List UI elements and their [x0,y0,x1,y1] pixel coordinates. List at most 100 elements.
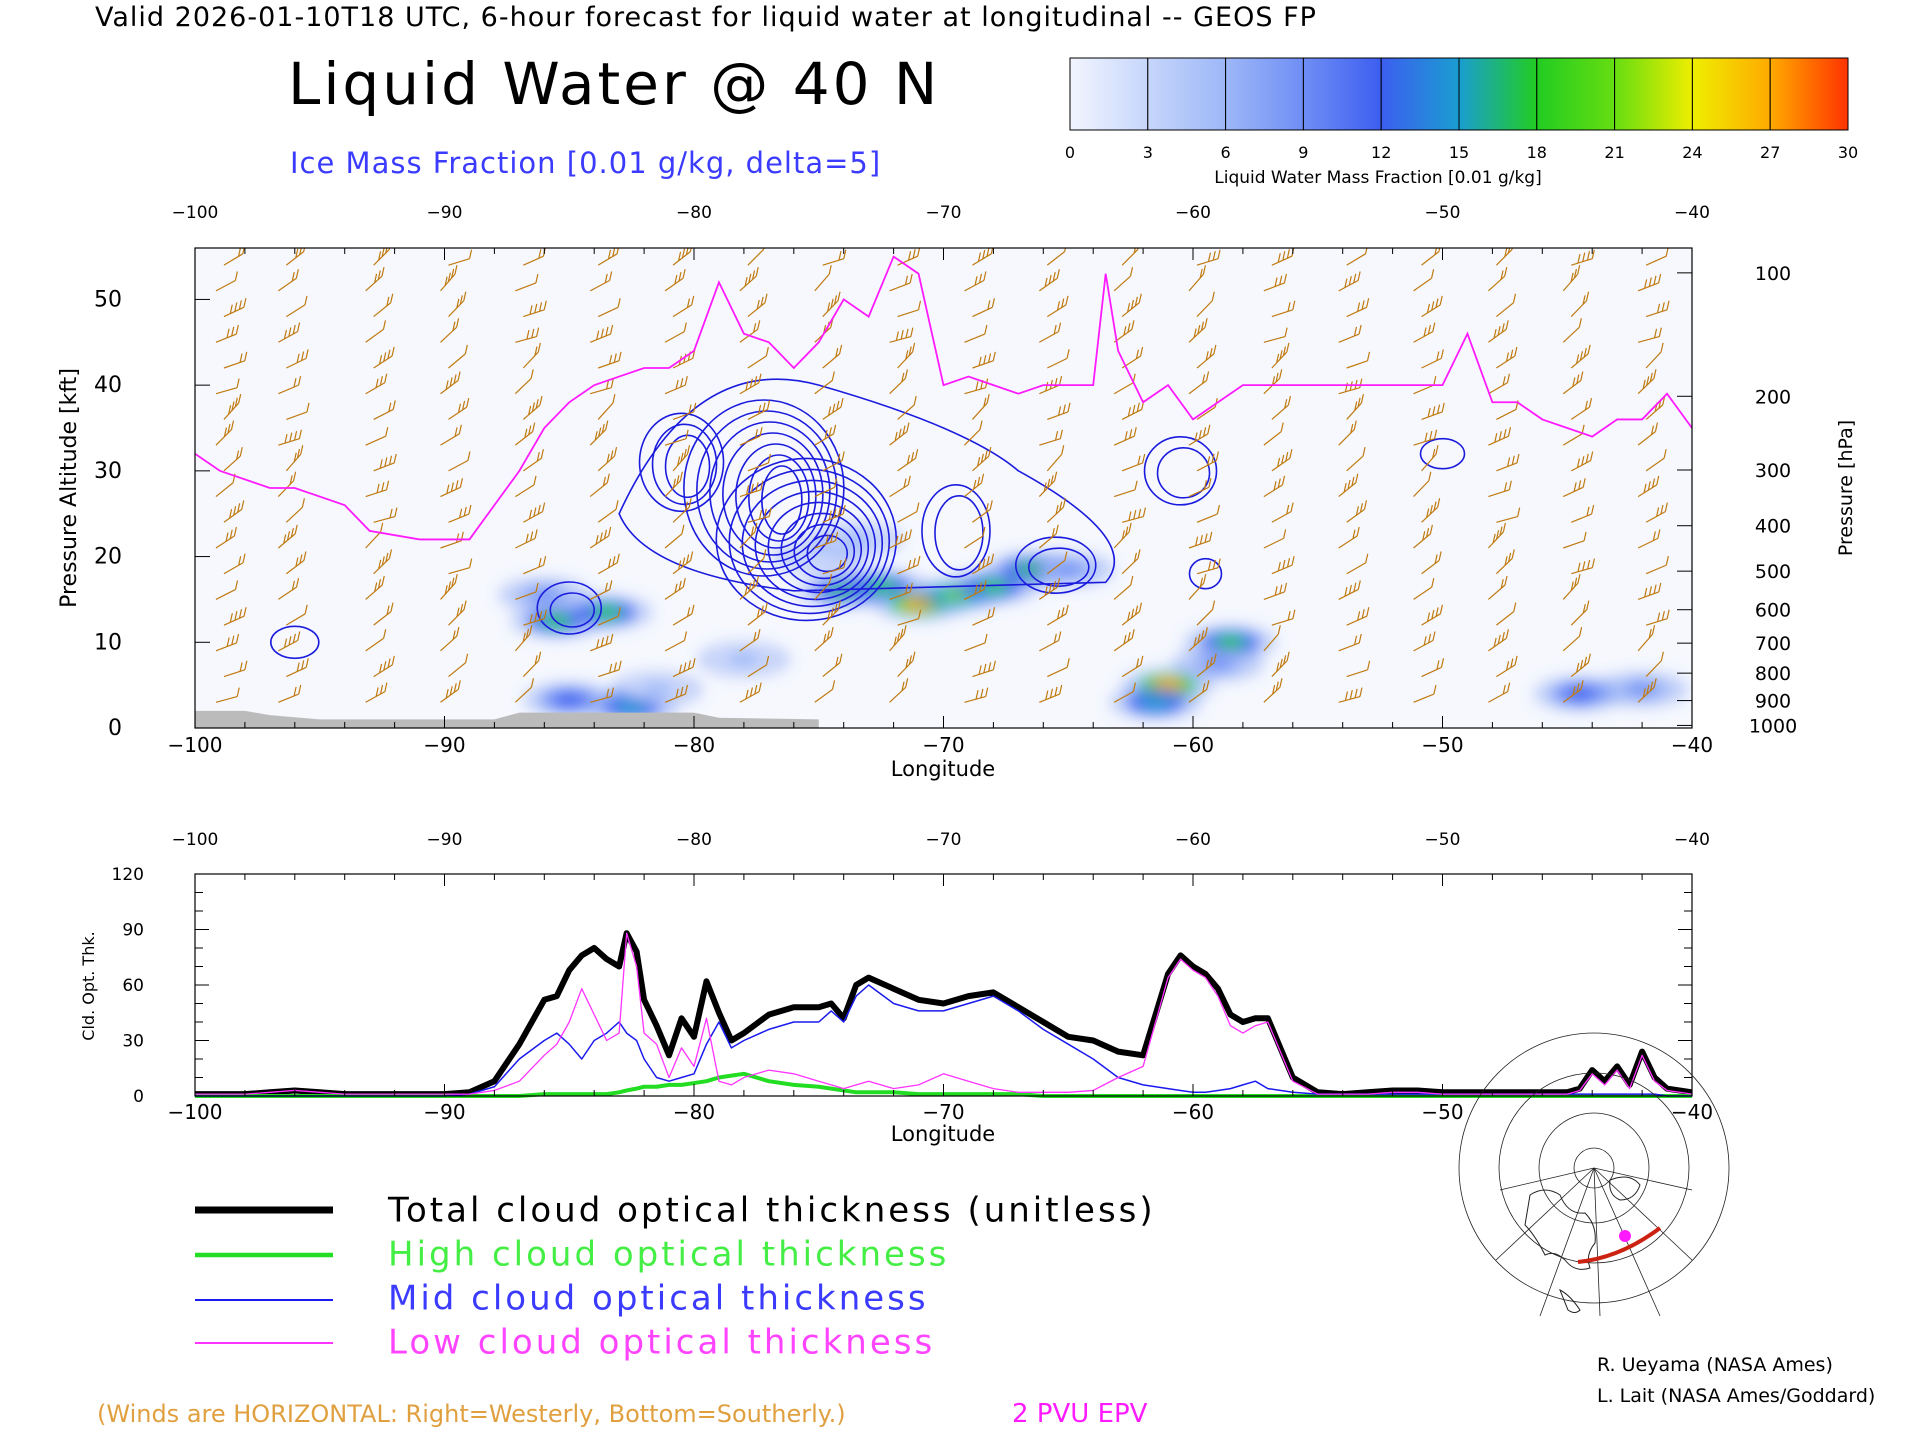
wind-barb-feather [677,251,682,261]
wind-barb-feather [616,553,620,563]
wind-barb-feather [1366,607,1370,617]
wind-barb-feather [393,453,397,464]
wind-barb [440,540,462,549]
wind-barb-feather [290,527,294,538]
wind-barb-feather [983,397,987,407]
wind-barb [672,666,694,678]
wind-barb [814,379,833,395]
wind-barb-feather [1505,352,1510,362]
wind-barb-feather [1492,533,1496,544]
wind-barb-feather [1353,635,1358,645]
wind-barb-feather [1287,395,1292,406]
wind-barb [1196,353,1215,369]
wind-barb-feather [445,689,449,699]
wind-barb-feather [1572,686,1576,696]
optical-thickness-axes: −100 −100 −90 −90 −80 −80 −70 −70 −60 −60 −50 −50 −4… [112,830,1714,1124]
wind-barb-feather [455,480,459,490]
wind-barb-feather [1064,248,1067,252]
wind-barb-feather [306,402,310,413]
wind-barb-feather [283,534,287,544]
wind-barb-feather [1654,422,1659,432]
wind-barb-feather [1511,549,1515,559]
wind-barb [515,336,537,343]
wind-barb-feather [1138,602,1143,612]
wind-barb-feather [826,630,830,640]
wind-barb-feather [683,448,687,459]
wind-barb-feather [681,248,686,258]
wind-barb [373,558,390,575]
wind-barb-feather [680,452,684,462]
wind-barb-feather [984,450,988,460]
wind-barb-feather [986,248,990,257]
wind-barb-feather [538,302,543,312]
wind-barb [1039,331,1059,343]
wind-barb-feather [377,270,381,280]
wind-barb [897,309,919,318]
wind-barb [739,275,757,292]
wind-barb-feather [444,276,448,286]
wind-barb-feather [1578,318,1582,328]
wind-barb-feather [895,535,899,546]
wind-barb [739,489,762,498]
wind-barb-feather [979,582,983,592]
wind-barb-feather [447,272,451,282]
wind-barb-feather [1121,530,1125,540]
wind-barb-feather [596,330,600,340]
subtitle: Ice Mass Fraction [0.01 g/kg, delta=5] [290,146,882,180]
wind-barb-feather [1428,471,1432,481]
wind-barb-feather [1572,377,1576,387]
wind-barb-feather [749,687,753,697]
wind-barb-feather [1501,631,1505,642]
wind-barb-feather [691,604,695,614]
wind-barb-feather [600,637,604,647]
wind-barb-feather [755,267,759,277]
wind-barb [664,693,686,703]
wind-barb-feather [1646,376,1650,386]
wind-barb-feather [693,402,697,413]
wind-barb [964,535,984,549]
wind-barb-feather [1585,291,1590,301]
wind-barb-feather [684,501,689,511]
wind-barb [286,666,307,678]
wind-barb-feather [600,328,604,338]
wind-barb-feather [835,656,839,667]
wind-barb-feather [1135,349,1139,359]
wind-barb-feather [534,303,538,313]
wind-barb-feather [1583,347,1587,358]
wind-barb-feather [828,510,832,520]
wind-barb [1196,406,1216,420]
wind-barb [1637,591,1659,600]
wind-barb-feather [534,529,538,539]
wind-barb [589,642,611,652]
wind-barb-feather [899,533,903,543]
wind-barb-feather [301,498,306,508]
wind-barb-feather [391,346,395,357]
wind-barb-feather [1064,551,1068,561]
wind-barb-feather [688,404,692,414]
wind-barb-feather [1062,404,1066,414]
wind-barb [672,453,688,472]
wind-barb [448,353,466,369]
wind-barb [365,637,385,652]
wind-barb-feather [834,478,838,488]
wind-barb-feather [304,295,308,306]
x-tick-label: −50 [1421,1100,1463,1124]
wind-barb-feather [1207,424,1211,434]
top-ylabel: Pressure Altitude [kft] [57,368,82,608]
wind-barb-feather [237,248,242,257]
wind-barb [889,484,909,498]
wind-barb-feather [1061,607,1065,617]
y-tick-label: 0 [133,1087,144,1107]
wind-barb-feather [1435,445,1439,455]
wind-barb-feather [912,342,916,353]
wind-barb [1188,273,1204,292]
wind-barb-feather [244,660,248,670]
wind-barb-feather [832,403,836,413]
wind-barb-feather [1272,684,1276,695]
wind-barb-feather [836,400,840,411]
wind-barb [1645,660,1662,677]
wind-barb-feather [1130,575,1134,586]
wind-barb-feather [1217,249,1221,259]
wind-barb-feather [613,353,617,363]
wind-barb-feather [1284,399,1288,409]
